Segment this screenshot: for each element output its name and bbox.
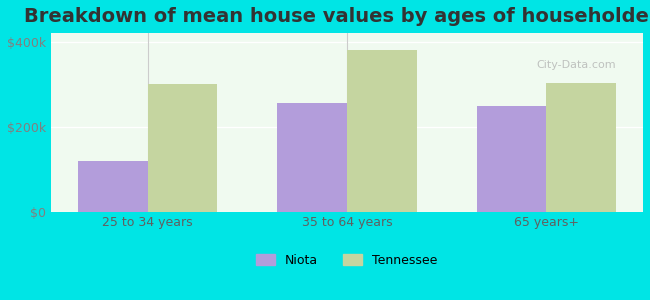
Title: Breakdown of mean house values by ages of householders: Breakdown of mean house values by ages o… bbox=[24, 7, 650, 26]
Bar bbox=[547, 83, 616, 212]
Bar bbox=[78, 160, 148, 211]
Bar bbox=[476, 106, 547, 212]
Bar bbox=[347, 50, 417, 211]
Bar bbox=[148, 84, 217, 212]
Text: City-Data.com: City-Data.com bbox=[536, 60, 616, 70]
Legend: Niota, Tennessee: Niota, Tennessee bbox=[250, 248, 444, 273]
Bar bbox=[277, 103, 347, 212]
